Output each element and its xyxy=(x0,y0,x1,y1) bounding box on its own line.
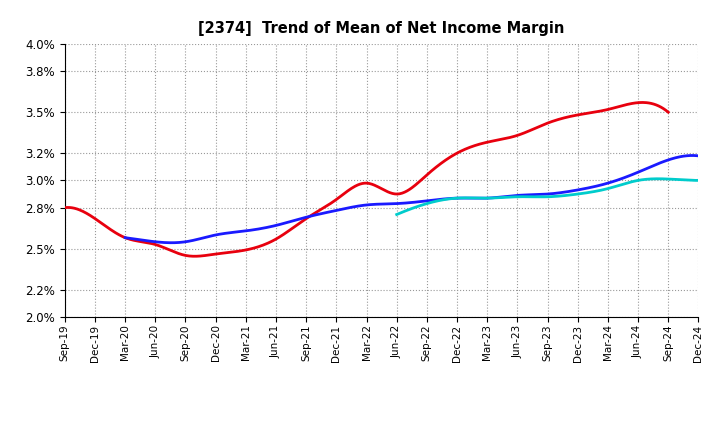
5 Years xyxy=(167,240,176,246)
7 Years xyxy=(654,176,662,181)
7 Years xyxy=(536,194,544,199)
5 Years xyxy=(592,183,600,189)
3 Years xyxy=(639,100,647,105)
3 Years xyxy=(421,174,430,179)
3 Years xyxy=(348,185,357,190)
Line: 3 Years: 3 Years xyxy=(65,103,668,256)
7 Years xyxy=(688,178,696,183)
Line: 7 Years: 7 Years xyxy=(397,179,698,214)
5 Years xyxy=(463,195,472,201)
7 Years xyxy=(639,177,648,182)
5 Years xyxy=(397,201,406,206)
5 Years xyxy=(681,153,690,158)
3 Years xyxy=(388,191,397,196)
5 Years xyxy=(395,201,403,206)
Title: [2374]  Trend of Mean of Net Income Margin: [2374] Trend of Mean of Net Income Margi… xyxy=(199,21,564,36)
5 Years xyxy=(432,197,441,202)
Legend: 3 Years, 5 Years, 7 Years, 10 Years: 3 Years, 5 Years, 7 Years, 10 Years xyxy=(184,438,579,440)
5 Years xyxy=(121,235,130,240)
3 Years xyxy=(652,102,660,107)
7 Years xyxy=(537,194,546,199)
3 Years xyxy=(557,116,565,121)
3 Years xyxy=(664,110,672,115)
Line: 5 Years: 5 Years xyxy=(125,155,698,243)
7 Years xyxy=(694,178,703,183)
7 Years xyxy=(556,194,564,199)
5 Years xyxy=(694,153,703,158)
7 Years xyxy=(392,212,401,217)
3 Years xyxy=(190,253,199,259)
3 Years xyxy=(352,183,361,188)
7 Years xyxy=(572,191,580,197)
5 Years xyxy=(688,153,697,158)
3 Years xyxy=(60,205,69,210)
